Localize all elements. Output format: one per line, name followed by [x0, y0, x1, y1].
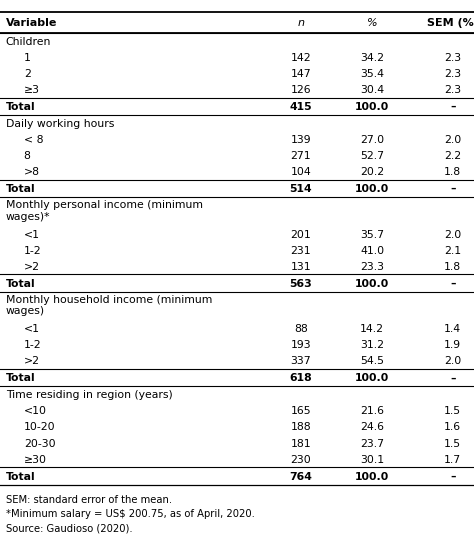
Text: 337: 337: [291, 356, 311, 367]
Text: 2.3: 2.3: [444, 85, 461, 95]
Text: 100.0: 100.0: [355, 184, 389, 194]
Text: 2.2: 2.2: [444, 151, 461, 161]
Text: >8: >8: [24, 167, 40, 178]
Text: 30.1: 30.1: [360, 455, 384, 465]
Text: 1.8: 1.8: [444, 262, 461, 272]
Text: 2.0: 2.0: [444, 356, 461, 367]
Text: 34.2: 34.2: [360, 53, 384, 63]
Text: %: %: [367, 18, 377, 28]
Text: 30.4: 30.4: [360, 85, 384, 95]
Text: 31.2: 31.2: [360, 340, 384, 350]
Text: <10: <10: [24, 406, 47, 416]
Text: Monthly household income (minimum: Monthly household income (minimum: [6, 294, 212, 305]
Text: 2.0: 2.0: [444, 230, 461, 239]
Text: 35.7: 35.7: [360, 230, 384, 239]
Text: –: –: [450, 373, 456, 383]
Text: 100.0: 100.0: [355, 279, 389, 289]
Text: 415: 415: [290, 102, 312, 112]
Text: >2: >2: [24, 262, 40, 272]
Text: 1.7: 1.7: [444, 455, 461, 465]
Text: 271: 271: [291, 151, 311, 161]
Text: 230: 230: [291, 455, 311, 465]
Text: 100.0: 100.0: [355, 472, 389, 482]
Text: Total: Total: [6, 102, 35, 112]
Text: 142: 142: [291, 53, 311, 63]
Text: 1.5: 1.5: [444, 438, 461, 449]
Text: 2.1: 2.1: [444, 246, 461, 256]
Text: 618: 618: [290, 373, 312, 383]
Text: 100.0: 100.0: [355, 373, 389, 383]
Text: Time residing in region (years): Time residing in region (years): [6, 390, 173, 400]
Text: 231: 231: [291, 246, 311, 256]
Text: ≥30: ≥30: [24, 455, 47, 465]
Text: –: –: [450, 102, 456, 112]
Text: 1-2: 1-2: [24, 340, 41, 350]
Text: –: –: [450, 279, 456, 289]
Text: 10-20: 10-20: [24, 423, 55, 432]
Text: *Minimum salary = US$ 200.75, as of April, 2020.: *Minimum salary = US$ 200.75, as of Apri…: [6, 509, 255, 519]
Text: 131: 131: [291, 262, 311, 272]
Text: <1: <1: [24, 324, 40, 334]
Text: Total: Total: [6, 373, 35, 383]
Text: SEM (%): SEM (%): [427, 18, 474, 28]
Text: 1.4: 1.4: [444, 324, 461, 334]
Text: 764: 764: [290, 472, 312, 482]
Text: 14.2: 14.2: [360, 324, 384, 334]
Text: 1-2: 1-2: [24, 246, 41, 256]
Text: 1.9: 1.9: [444, 340, 461, 350]
Text: 27.0: 27.0: [360, 135, 384, 145]
Text: SEM: standard error of the mean.: SEM: standard error of the mean.: [6, 494, 172, 505]
Text: 2: 2: [24, 69, 31, 79]
Text: 2.3: 2.3: [444, 53, 461, 63]
Text: 165: 165: [291, 406, 311, 416]
Text: 20.2: 20.2: [360, 167, 384, 178]
Text: Children: Children: [6, 37, 51, 47]
Text: 1: 1: [24, 53, 31, 63]
Text: 1.6: 1.6: [444, 423, 461, 432]
Text: 41.0: 41.0: [360, 246, 384, 256]
Text: 24.6: 24.6: [360, 423, 384, 432]
Text: 514: 514: [290, 184, 312, 194]
Text: 147: 147: [291, 69, 311, 79]
Text: wages): wages): [6, 306, 45, 316]
Text: 201: 201: [291, 230, 311, 239]
Text: 181: 181: [291, 438, 311, 449]
Text: >2: >2: [24, 356, 40, 367]
Text: 1.5: 1.5: [444, 406, 461, 416]
Text: 21.6: 21.6: [360, 406, 384, 416]
Text: –: –: [450, 472, 456, 482]
Text: 54.5: 54.5: [360, 356, 384, 367]
Text: 35.4: 35.4: [360, 69, 384, 79]
Text: Total: Total: [6, 184, 35, 194]
Text: Variable: Variable: [6, 18, 57, 28]
Text: 20-30: 20-30: [24, 438, 55, 449]
Text: wages)*: wages)*: [6, 212, 50, 221]
Text: n: n: [298, 18, 304, 28]
Text: 52.7: 52.7: [360, 151, 384, 161]
Text: 23.3: 23.3: [360, 262, 384, 272]
Text: 2.3: 2.3: [444, 69, 461, 79]
Text: 188: 188: [291, 423, 311, 432]
Text: Source: Gaudioso (2020).: Source: Gaudioso (2020).: [6, 523, 132, 533]
Text: 139: 139: [291, 135, 311, 145]
Text: –: –: [450, 184, 456, 194]
Text: 563: 563: [290, 279, 312, 289]
Text: 104: 104: [291, 167, 311, 178]
Text: 88: 88: [294, 324, 308, 334]
Text: 23.7: 23.7: [360, 438, 384, 449]
Text: 8: 8: [24, 151, 31, 161]
Text: 100.0: 100.0: [355, 102, 389, 112]
Text: 193: 193: [291, 340, 311, 350]
Text: ≥3: ≥3: [24, 85, 40, 95]
Text: <1: <1: [24, 230, 40, 239]
Text: Total: Total: [6, 472, 35, 482]
Text: 1.8: 1.8: [444, 167, 461, 178]
Text: Monthly personal income (minimum: Monthly personal income (minimum: [6, 200, 203, 210]
Text: < 8: < 8: [24, 135, 43, 145]
Text: 2.0: 2.0: [444, 135, 461, 145]
Text: 126: 126: [291, 85, 311, 95]
Text: Daily working hours: Daily working hours: [6, 119, 114, 129]
Text: Total: Total: [6, 279, 35, 289]
